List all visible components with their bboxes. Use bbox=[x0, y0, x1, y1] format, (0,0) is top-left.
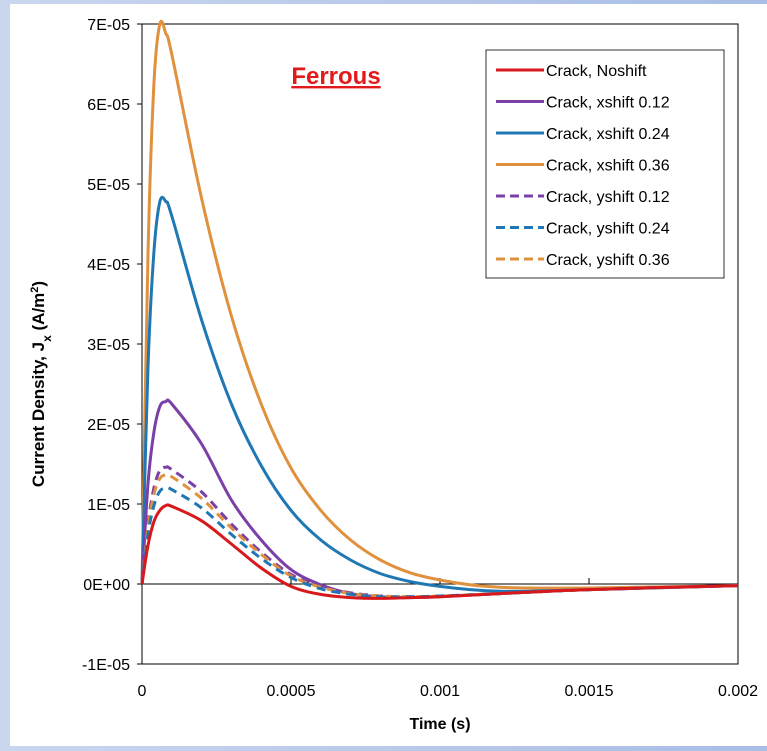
x-axis-label: Time (s) bbox=[409, 716, 470, 733]
x-tick-label: 0.002 bbox=[718, 683, 758, 700]
y-tick-label: 0E+00 bbox=[83, 577, 130, 594]
annotation-label: Ferrous bbox=[291, 63, 380, 90]
x-tick-label: 0.0005 bbox=[267, 683, 316, 700]
y-tick-label: 2E-05 bbox=[87, 417, 130, 434]
x-tick-label: 0.001 bbox=[420, 683, 460, 700]
x-axis-ticks: 0 0.0005 0.001 0.0015 0.002 bbox=[138, 578, 758, 700]
legend-label-6: Crack, yshift 0.24 bbox=[546, 221, 670, 238]
series-lines bbox=[140, 19, 739, 600]
legend-label-7: Crack, yshift 0.36 bbox=[546, 252, 670, 269]
y-tick-label: 4E-05 bbox=[87, 257, 130, 274]
line-chart: -1E-05 0E+00 1E-05 2E-05 3E-05 4E-05 5E-05 6E-0… bbox=[29, 17, 758, 733]
y-tick-label: -1E-05 bbox=[82, 657, 130, 674]
legend-label-2: Crack, xshift 0.12 bbox=[546, 95, 670, 112]
series-line-7 bbox=[140, 472, 739, 599]
legend-label-1: Crack, Noshift bbox=[546, 63, 647, 80]
y-tick-label: 1E-05 bbox=[87, 497, 130, 514]
y-axis-label-unit-close: ) bbox=[29, 281, 48, 287]
x-tick-label: 0 bbox=[138, 683, 147, 700]
y-axis-label-superscript: 2 bbox=[29, 287, 41, 293]
legend-label-5: Crack, yshift 0.12 bbox=[546, 189, 670, 206]
chart-panel: -1E-05 0E+00 1E-05 2E-05 3E-05 4E-05 5E-05 6E-0… bbox=[10, 4, 767, 746]
series-line-1 bbox=[140, 503, 739, 600]
legend-label-3: Crack, xshift 0.24 bbox=[546, 126, 670, 143]
series-line-3 bbox=[140, 195, 739, 593]
y-tick-label: 5E-05 bbox=[87, 177, 130, 194]
y-axis-label: Current Density, Jx (A/m2) bbox=[29, 281, 54, 487]
y-axis-label-subscript: x bbox=[40, 335, 54, 342]
y-axis-ticks: -1E-05 0E+00 1E-05 2E-05 3E-05 4E-05 5E-05 6E-0… bbox=[82, 17, 142, 674]
y-axis-label-main: Current Density, J bbox=[29, 342, 48, 487]
y-tick-label: 7E-05 bbox=[87, 17, 130, 34]
x-tick-label: 0.0015 bbox=[565, 683, 614, 700]
y-axis-label-unit: (A/m bbox=[29, 293, 48, 336]
legend-label-4: Crack, xshift 0.36 bbox=[546, 158, 670, 175]
y-tick-label: 6E-05 bbox=[87, 97, 130, 114]
series-line-4 bbox=[140, 19, 739, 590]
legend: Crack, Noshift Crack, xshift 0.12 Crack, x… bbox=[485, 49, 725, 279]
y-tick-label: 3E-05 bbox=[87, 337, 130, 354]
